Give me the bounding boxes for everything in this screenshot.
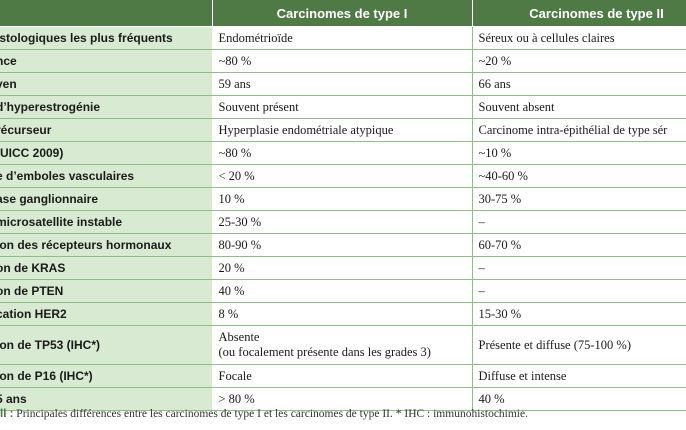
table-row: on de KRAS 20 % – — [0, 256, 686, 280]
caption-text: Principales différences entre les carcin… — [13, 408, 528, 420]
table-caption: II : Principales différences entre les c… — [0, 408, 686, 420]
row-label: nce — [0, 49, 213, 73]
type2-value: – — [472, 210, 686, 234]
table-row: on de PTEN 40 % – — [0, 279, 686, 303]
table-row: e d’emboles vasculaires < 20 % ~40-60 % — [0, 164, 686, 188]
type1-value: Absente (ou focalement présente dans les … — [212, 325, 473, 365]
table-header-row: Carcinomes de type I Carcinomes de type … — [0, 0, 686, 27]
row-label: ion de TP53 (IHC*) — [0, 325, 213, 365]
type1-value: 59 ans — [212, 72, 473, 96]
type1-value: Hyperplasie endométriale atypique — [212, 118, 473, 142]
header-type1: Carcinomes de type I — [212, 0, 473, 27]
type1-value: 8 % — [212, 302, 473, 326]
table-row: ion des récepteurs hormonaux 80-90 % 60-70… — [0, 233, 686, 257]
type2-value: 30-75 % — [472, 187, 686, 211]
row-label: (UICC 2009) — [0, 141, 213, 165]
table-row: cation HER2 8 % 15-30 % — [0, 302, 686, 326]
type2-value: Présente et diffuse (75-100 %) — [472, 325, 686, 365]
row-label: récurseur — [0, 118, 213, 142]
table-row: ase ganglionnaire 10 % 30-75 % — [0, 187, 686, 211]
row-label: e d’emboles vasculaires — [0, 164, 213, 188]
table-row: 5 ans> 80 %40 % — [0, 387, 686, 411]
table-body: istologiques les plus fréquents Endométri… — [0, 26, 686, 411]
table-row: istologiques les plus fréquents Endométri… — [0, 26, 686, 50]
type2-value: – — [472, 279, 686, 303]
type1-value: < 20 % — [212, 164, 473, 188]
type1-value: Focale — [212, 364, 473, 388]
type2-value: Souvent absent — [472, 95, 686, 119]
type1-value: 10 % — [212, 187, 473, 211]
header-type2: Carcinomes de type II — [472, 0, 686, 27]
type2-value: ~10 % — [472, 141, 686, 165]
type1-value: 25-30 % — [212, 210, 473, 234]
type2-value: 66 ans — [472, 72, 686, 96]
row-label: d’hyperestrogénie — [0, 95, 213, 119]
header-empty-cell — [0, 0, 213, 27]
type1-value: ~80 % — [212, 49, 473, 73]
type1-value-line2: (ou focalement présente dans les grades … — [218, 345, 431, 359]
table-row: ion de P16 (IHC*) Focale Diffuse et intens… — [0, 364, 686, 388]
type2-value: ~40-60 % — [472, 164, 686, 188]
type2-value: 15-30 % — [472, 302, 686, 326]
table-row: microsatellite instable 25-30 % – — [0, 210, 686, 234]
comparison-table: Carcinomes de type I Carcinomes de type … — [0, 0, 686, 411]
row-label: cation HER2 — [0, 302, 213, 326]
type1-value: ~80 % — [212, 141, 473, 165]
row-label: microsatellite instable — [0, 210, 213, 234]
row-label: 5 ans — [0, 387, 213, 411]
table-row: nce~80 %~20 % — [0, 49, 686, 73]
type2-value: Carcinome intra-épithélial de type sér — [472, 118, 686, 142]
table-row: (UICC 2009) ~80 % ~10 % — [0, 141, 686, 165]
type2-value: – — [472, 256, 686, 280]
type2-value: 60-70 % — [472, 233, 686, 257]
type1-value: 80-90 % — [212, 233, 473, 257]
type2-value: Diffuse et intense — [472, 364, 686, 388]
type1-value: > 80 % — [212, 387, 473, 411]
row-label: ase ganglionnaire — [0, 187, 213, 211]
row-label: ion des récepteurs hormonaux — [0, 233, 213, 257]
type1-value: Endométrioïde — [212, 26, 473, 50]
type1-value: 40 % — [212, 279, 473, 303]
type2-value: Séreux ou à cellules claires — [472, 26, 686, 50]
type2-value: 40 % — [472, 387, 686, 411]
table-row: récurseur Hyperplasie endométriale atypiq… — [0, 118, 686, 142]
row-label: on de PTEN — [0, 279, 213, 303]
row-label: istologiques les plus fréquents — [0, 26, 213, 50]
type1-value: 20 % — [212, 256, 473, 280]
type1-value: Souvent présent — [212, 95, 473, 119]
row-label: ion de P16 (IHC*) — [0, 364, 213, 388]
row-label: on de KRAS — [0, 256, 213, 280]
table-row: ion de TP53 (IHC*) Absente (ou focalement … — [0, 325, 686, 365]
type1-value-line1: Absente — [218, 330, 260, 344]
type2-value: ~20 % — [472, 49, 686, 73]
caption-label: II : — [0, 408, 14, 420]
table-row: d’hyperestrogénie Souvent présent Souvent … — [0, 95, 686, 119]
row-label: yen — [0, 72, 213, 96]
